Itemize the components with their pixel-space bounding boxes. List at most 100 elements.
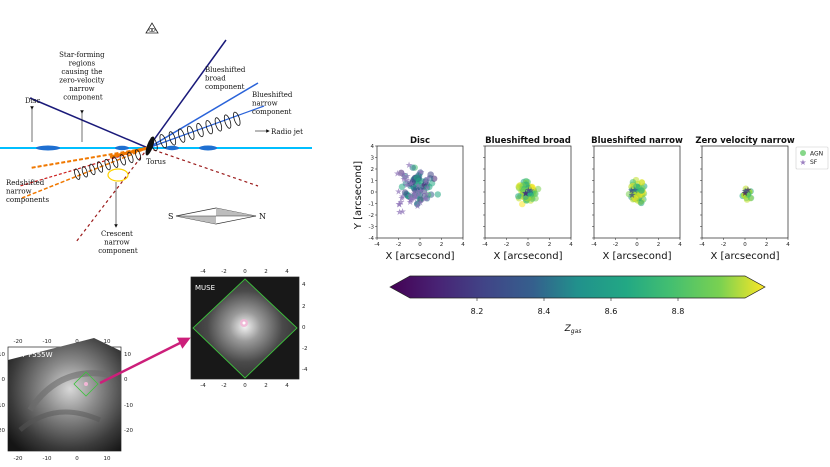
sf-point: ★ (627, 187, 635, 197)
disc-cloud (165, 145, 179, 151)
sf-point: ★ (398, 193, 406, 203)
hst-x-tick-top: -10 (43, 339, 52, 345)
colorbar-label: Zgas (564, 324, 582, 335)
hst-x-tick-top: 10 (104, 339, 111, 345)
colorbar-tick-label: 8.6 (605, 307, 618, 316)
x-axis-label: X [arcsecond] (710, 251, 779, 262)
sf-point: ★ (397, 198, 405, 208)
muse-x-tick-top: -2 (221, 269, 226, 275)
agn-point (409, 164, 416, 171)
muse-y-tick: -4 (302, 367, 308, 373)
sf-point: ★ (524, 186, 532, 196)
sf-point: ★ (393, 170, 401, 180)
hst-y-tick-right: 10 (124, 352, 131, 358)
x-tick-label: -2 (396, 242, 401, 248)
scatter-points: ★★★ (739, 185, 755, 203)
panel-title: Blueshifted narrow (591, 136, 683, 146)
muse-x-tick-bottom: 2 (264, 383, 268, 389)
hst-x-tick-bottom: -20 (14, 456, 23, 462)
sf-point: ★ (422, 195, 430, 205)
sf-point: ★ (527, 187, 535, 197)
hst-y-tick-right: -20 (124, 428, 133, 434)
x-tick-label: 0 (418, 242, 422, 248)
x-tick-label: 2 (440, 242, 444, 248)
x-axis-label: X [arcsecond] (493, 251, 562, 262)
crescent-cloud (107, 168, 129, 182)
sf-point: ★ (410, 190, 418, 200)
x-tick-label: -4 (591, 242, 597, 248)
disc-cloud (199, 145, 217, 151)
sf-point: ★ (423, 184, 431, 194)
radio-jet-coil (127, 151, 134, 164)
radio-jet-coil (74, 168, 81, 180)
x-tick-label: -4 (699, 242, 705, 248)
agn-point (422, 177, 429, 185)
x-tick-label: 4 (461, 242, 465, 248)
colorbar-tick-label: 8.8 (672, 307, 685, 316)
colorbar: 8.2 8.4 8.6 8.8 Zgas (389, 275, 766, 335)
agn-point (529, 184, 536, 191)
sf-point: ★ (398, 194, 406, 204)
muse-y-tick: 2 (302, 304, 306, 310)
x-tick-label: 2 (548, 242, 552, 248)
blue-broad-cone-line (147, 39, 227, 149)
sf-point: ★ (403, 181, 411, 191)
muse-y-tick: 0 (302, 325, 306, 331)
red-cone-line (147, 147, 259, 187)
agn-point (526, 190, 533, 197)
sf-point: ★ (422, 178, 430, 188)
hst-y-tick: 10 (0, 352, 5, 358)
sf-point: ★ (416, 198, 424, 208)
radio-jet-coil (89, 163, 96, 176)
muse-x-tick-bottom: -2 (221, 383, 226, 389)
sf-point: ★ (744, 186, 752, 196)
agn-point (415, 190, 422, 197)
disc-cloud (36, 145, 60, 151)
x-tick-label: -2 (721, 242, 726, 248)
y-tick-label: 3 (371, 156, 375, 162)
sf-point: ★ (522, 189, 530, 199)
agn-point (638, 187, 645, 194)
sf-point: ★ (741, 187, 749, 197)
x-tick-label: 4 (569, 242, 573, 248)
y-tick-label: 0 (371, 190, 375, 196)
crescent-label: Crescent narrow component (98, 230, 138, 255)
x-tick-label: 4 (678, 242, 682, 248)
disc-cloud (115, 145, 129, 151)
radio-jet-coil (112, 156, 119, 168)
muse-x-tick-bottom: 4 (285, 383, 289, 389)
agn-point (398, 169, 405, 177)
scatter-panel-3: Blueshifted narrow -4 -2 0 2 4 X [arcsecond] ★★… (591, 136, 683, 262)
muse-field (192, 278, 298, 379)
radio-jet-coil (233, 111, 241, 126)
x-axis-label: X [arcsecond] (602, 251, 671, 262)
sf-point: ★ (413, 202, 421, 212)
agn-point (423, 195, 431, 202)
blue-broad-label: Blueshifted broad component (205, 66, 248, 91)
y-tick-label: -3 (369, 225, 375, 231)
panel-title: Zero velocity narrow (695, 136, 795, 146)
sf-point: ★ (403, 172, 411, 182)
sf-point: ★ (407, 196, 415, 206)
legend: AGN ★ SF (795, 146, 829, 170)
agn-point (632, 183, 640, 190)
sf-point: ★ (417, 187, 425, 197)
radio-jet-coil (119, 154, 126, 166)
hst-y-tick-right: -10 (124, 403, 133, 409)
colorbar-bar (389, 275, 766, 299)
scatter-points: ★★★★ (515, 177, 542, 208)
agn-point (521, 187, 528, 194)
muse-label: MUSE (195, 284, 215, 292)
agn-point (423, 184, 431, 191)
hst-x-tick-bottom: 10 (104, 456, 111, 462)
disc-label: Disc (25, 97, 40, 105)
panel-title: Blueshifted broad (485, 136, 571, 146)
sf-point: ★ (407, 179, 415, 189)
scatter-panel-2: Blueshifted broad -4 -2 0 2 4 X [arcsecond] ★★★… (482, 136, 573, 262)
x-tick-label: 0 (743, 242, 747, 248)
hst-axis-ticks: -20 -20 -10 -10 0 0 10 10 10 10 0 0 -10 -10 -20 -20 (0, 339, 133, 462)
muse-x-tick-bottom: 0 (243, 383, 247, 389)
y-tick-label: 4 (371, 144, 375, 150)
radio-jet-coil (159, 134, 167, 149)
